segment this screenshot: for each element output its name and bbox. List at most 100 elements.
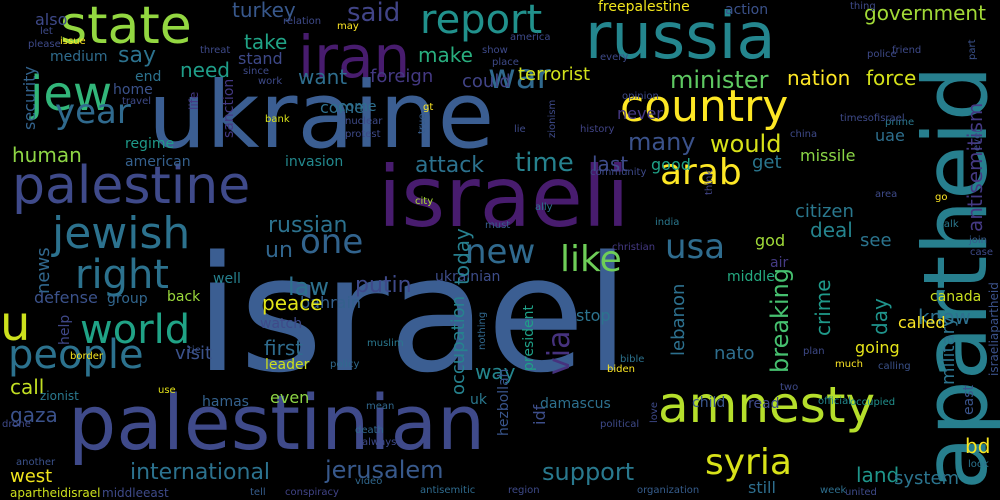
- cloud-word: part: [967, 39, 978, 60]
- cloud-word: also: [35, 10, 68, 29]
- cloud-word: regime: [125, 136, 175, 152]
- cloud-word: another: [16, 457, 56, 468]
- cloud-word: home: [113, 82, 153, 98]
- cloud-word: watch: [260, 316, 303, 332]
- cloud-word: palestine: [12, 156, 251, 216]
- cloud-word: tie: [188, 345, 201, 356]
- cloud-word: jerusalem: [325, 456, 444, 484]
- cloud-word: police: [867, 49, 897, 60]
- cloud-word: foreign: [370, 66, 434, 87]
- cloud-word: time: [515, 148, 574, 178]
- cloud-word: jew: [30, 66, 113, 122]
- cloud-word: know: [918, 305, 971, 329]
- cloud-word: look: [968, 459, 989, 470]
- cloud-word: since: [243, 66, 269, 77]
- cloud-word: like: [560, 239, 622, 280]
- cloud-word: bible: [620, 354, 645, 365]
- cloud-word: bank: [265, 114, 290, 125]
- cloud-word: zionism: [547, 99, 558, 138]
- cloud-word: muslim: [367, 338, 404, 349]
- cloud-word: ally: [535, 202, 553, 213]
- cloud-word: land: [856, 463, 900, 487]
- cloud-word: organization: [637, 485, 700, 496]
- cloud-word: human: [12, 143, 82, 167]
- cloud-word: drone: [2, 419, 31, 430]
- cloud-word: israeli: [378, 148, 630, 246]
- cloud-word: terrorist: [518, 64, 591, 85]
- cloud-word: state: [60, 0, 192, 56]
- cloud-word: every: [600, 52, 629, 63]
- cloud-word: nation: [787, 66, 851, 90]
- cloud-word: syria: [705, 442, 792, 483]
- cloud-word: help: [57, 314, 73, 345]
- cloud-word: prime: [885, 117, 915, 128]
- cloud-word: say: [118, 43, 156, 68]
- cloud-word: going: [855, 338, 900, 357]
- cloud-word: u: [0, 296, 31, 352]
- cloud-word: sanction: [221, 78, 237, 138]
- cloud-word: visit: [175, 343, 213, 364]
- cloud-word: case: [970, 247, 993, 258]
- cloud-word: bahrain: [300, 293, 362, 312]
- cloud-word: breaking: [766, 267, 794, 373]
- cloud-word: american: [125, 154, 191, 170]
- cloud-word: canada: [930, 289, 982, 305]
- cloud-word: called: [898, 313, 946, 332]
- cloud-word: show: [482, 45, 508, 56]
- cloud-word: report: [420, 0, 543, 43]
- cloud-word: tell: [250, 487, 266, 498]
- cloud-word: issue: [60, 36, 86, 47]
- cloud-word: united: [845, 487, 877, 498]
- cloud-word: thing: [850, 1, 876, 12]
- cloud-word: palestinian: [68, 378, 486, 467]
- cloud-word: travel: [122, 96, 152, 107]
- cloud-word: year: [55, 92, 131, 132]
- cloud-word: please: [28, 39, 61, 50]
- cloud-word: think: [704, 169, 715, 195]
- cloud-word: make: [418, 43, 473, 67]
- cloud-word: mean: [366, 401, 395, 412]
- cloud-word: nuclear: [345, 116, 383, 127]
- cloud-word: community: [590, 167, 647, 178]
- cloud-word: see: [860, 230, 892, 251]
- cloud-word: day: [868, 298, 892, 335]
- cloud-word: relation: [283, 16, 322, 27]
- cloud-word: policy: [330, 359, 360, 370]
- cloud-word: occupied: [850, 397, 896, 408]
- cloud-word: never: [617, 104, 663, 123]
- cloud-word: nothing: [477, 311, 488, 350]
- cloud-word: would: [710, 130, 782, 158]
- cloud-word: first: [264, 336, 304, 360]
- cloud-word: way: [475, 360, 516, 384]
- cloud-word: come: [338, 99, 377, 115]
- cloud-word: even: [270, 388, 310, 407]
- cloud-word: calling: [878, 361, 911, 372]
- cloud-word: antisemitism: [963, 102, 987, 232]
- cloud-word: timesofisrael: [840, 113, 905, 124]
- cloud-word: well: [213, 271, 241, 287]
- cloud-word: uk: [470, 392, 487, 408]
- cloud-word: minister: [670, 66, 769, 94]
- cloud-word: occupation: [448, 295, 469, 395]
- cloud-word: turkey: [232, 0, 296, 22]
- cloud-word: join: [969, 235, 988, 246]
- cloud-word: region: [508, 485, 540, 496]
- cloud-word: air: [770, 255, 789, 271]
- cloud-word: zionist: [40, 389, 79, 403]
- cloud-word: attack: [415, 153, 485, 178]
- cloud-word: jewish: [52, 208, 191, 259]
- cloud-word: still: [748, 478, 776, 497]
- cloud-word: apartheidisrael: [10, 486, 101, 500]
- cloud-word: east: [961, 385, 977, 415]
- cloud-word: back: [167, 289, 201, 305]
- cloud-word: said: [347, 0, 401, 28]
- cloud-word: new: [465, 232, 536, 272]
- cloud-word: use: [158, 385, 176, 396]
- cloud-word: good: [651, 155, 691, 174]
- cloud-word: uae: [875, 126, 905, 145]
- cloud-word: place: [492, 57, 519, 68]
- cloud-word: last: [592, 152, 629, 176]
- cloud-word: invasion: [285, 154, 344, 170]
- cloud-word: video: [355, 476, 383, 487]
- cloud-word: much: [835, 359, 863, 370]
